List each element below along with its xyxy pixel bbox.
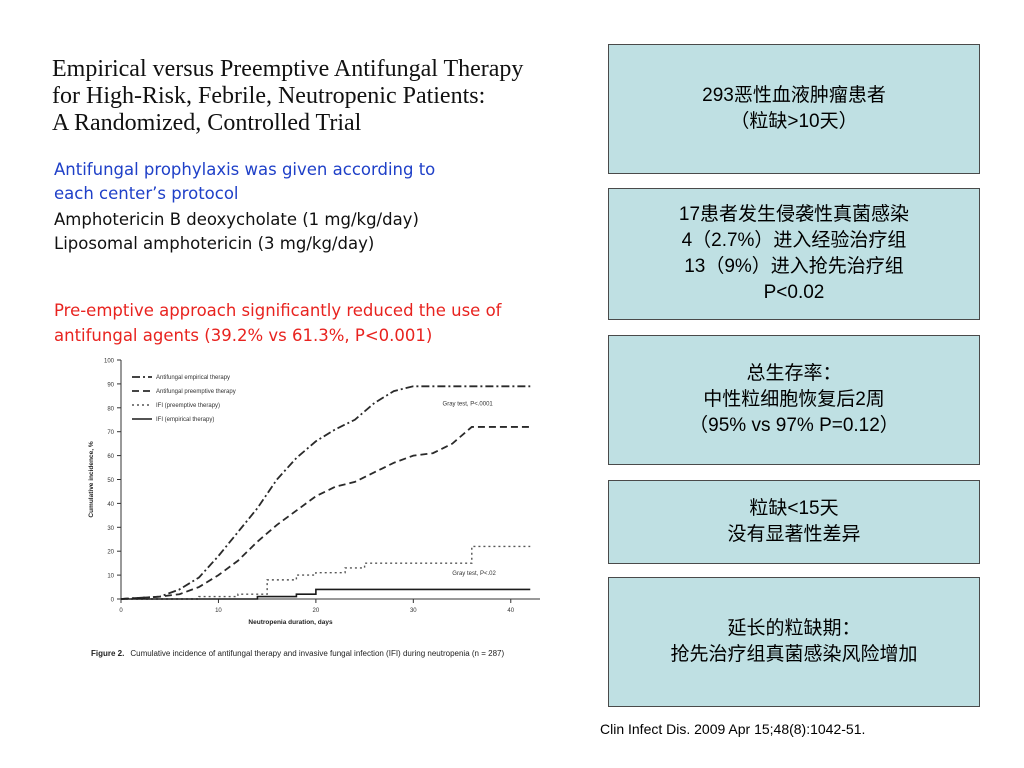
prophylaxis-line-2: each center’s protocol [54, 184, 239, 203]
figure-caption-text: Cumulative incidence of antifungal thera… [130, 649, 505, 658]
title-line-1: Empirical versus Preemptive Antifungal T… [52, 56, 524, 82]
x-axis-label: Neutropenia duration, days [248, 619, 333, 626]
box5-line-2: 抢先治疗组真菌感染风险增加 [670, 644, 918, 665]
summary-box-3: 总生存率： 中性粒细胞恢复后2周 （95% vs 97% P=0.12） [608, 335, 980, 465]
series-line-1 [120, 385, 531, 600]
prophylaxis-line-1: Antifungal prophylaxis was given accordi… [54, 160, 436, 179]
x-tick-label: 20 [313, 608, 320, 614]
y-tick-label: 40 [107, 502, 114, 508]
finding-line-1: Pre-emptive approach significantly reduc… [54, 301, 502, 320]
box4-line-2: 没有显著性差异 [727, 524, 861, 545]
legend-box [129, 371, 267, 435]
box2-line-3: 13（9%）进入抢先治疗组 [684, 256, 904, 277]
citation: Clin Infect Dis. 2009 Apr 15;48(8):1042-… [600, 721, 866, 737]
legend-label-4: IFI (empirical therapy) [156, 417, 214, 423]
y-tick-label: 100 [104, 359, 115, 365]
summary-box-1: 293恶性血液肿瘤患者 （粒缺>10天） [608, 44, 980, 174]
y-tick-label: 70 [107, 430, 114, 436]
box2-line-1: 17患者发生侵袭性真菌感染 [678, 204, 910, 225]
legend-label-3: IFI (preemptive therapy) [156, 403, 220, 409]
box3-line-2: 中性粒细胞恢复后2周 [703, 389, 885, 410]
summary-box-2: 17患者发生侵袭性真菌感染 4（2.7%）进入经验治疗组 13（9%）进入抢先治… [608, 188, 980, 320]
x-tick-label: 0 [119, 608, 123, 614]
box4-line-1: 粒缺<15天 [749, 498, 839, 519]
box5-line-1: 延长的粒缺期： [727, 618, 861, 639]
title-line-2: for High-Risk, Febrile, Neutropenic Pati… [52, 83, 486, 109]
x-tick-label: 10 [215, 608, 222, 614]
series-line-4 [121, 588, 531, 600]
series-line-2 [120, 426, 531, 600]
x-tick-label: 40 [507, 608, 514, 614]
slide-title: Empirical versus Preemptive Antifungal T… [52, 56, 572, 137]
figure-label: Figure 2. [91, 649, 125, 658]
regimen-line-1: Amphotericin B deoxycholate (1 mg/kg/day… [54, 210, 419, 229]
y-tick-label: 0 [111, 598, 115, 604]
legend-label-1: Antifungal empirical therapy [156, 375, 230, 381]
prophylaxis-regimens: Amphotericin B deoxycholate (1 mg/kg/day… [54, 208, 554, 256]
legend-label-2: Antifungal preemptive therapy [156, 389, 236, 395]
y-tick-label: 50 [107, 478, 114, 484]
y-axis-label: Cumulative incidence, % [88, 441, 95, 517]
box3-line-1: 总生存率： [746, 363, 842, 384]
annotation-2: Gray test, P<.02 [452, 571, 496, 577]
y-tick-label: 20 [107, 550, 114, 556]
box2-line-2: 4（2.7%）进入经验治疗组 [681, 230, 907, 251]
key-finding: Pre-emptive approach significantly reduc… [54, 298, 574, 348]
box1-line-1: 293恶性血液肿瘤患者 [702, 85, 886, 106]
finding-line-2: antifungal agents (39.2% vs 61.3%, P<0.0… [54, 326, 433, 345]
figure-caption: Figure 2. Cumulative incidence of antifun… [91, 649, 571, 658]
y-tick-label: 80 [107, 406, 114, 412]
y-tick-label: 10 [107, 574, 114, 580]
cumulative-incidence-chart: 0 10 20 30 40 50 60 70 80 90 100 0 10 20 30 40 Neutropen… [80, 352, 560, 644]
summary-box-4: 粒缺<15天 没有显著性差异 [608, 480, 980, 564]
box1-line-2: （粒缺>10天） [730, 111, 858, 132]
prophylaxis-note: Antifungal prophylaxis was given accordi… [54, 158, 554, 206]
y-tick-label: 90 [107, 382, 114, 388]
regimen-line-2: Liposomal amphotericin (3 mg/kg/day) [54, 234, 375, 253]
box3-line-3: （95% vs 97% P=0.12） [689, 415, 899, 436]
chart-svg: 0 10 20 30 40 50 60 70 80 90 100 0 10 20 30 40 Neutropen… [88, 359, 540, 626]
x-tick-label: 30 [410, 608, 417, 614]
summary-box-5: 延长的粒缺期： 抢先治疗组真菌感染风险增加 [608, 577, 980, 707]
box2-line-4: P<0.02 [763, 282, 825, 303]
title-line-3: A Randomized, Controlled Trial [52, 110, 362, 136]
annotation-1: Gray test, P<.0001 [443, 401, 494, 407]
y-tick-label: 30 [107, 526, 114, 532]
y-tick-label: 60 [107, 454, 114, 460]
